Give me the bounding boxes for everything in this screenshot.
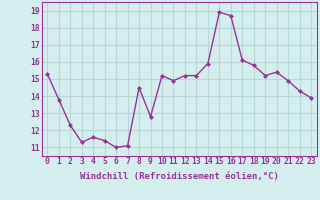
- X-axis label: Windchill (Refroidissement éolien,°C): Windchill (Refroidissement éolien,°C): [80, 172, 279, 181]
